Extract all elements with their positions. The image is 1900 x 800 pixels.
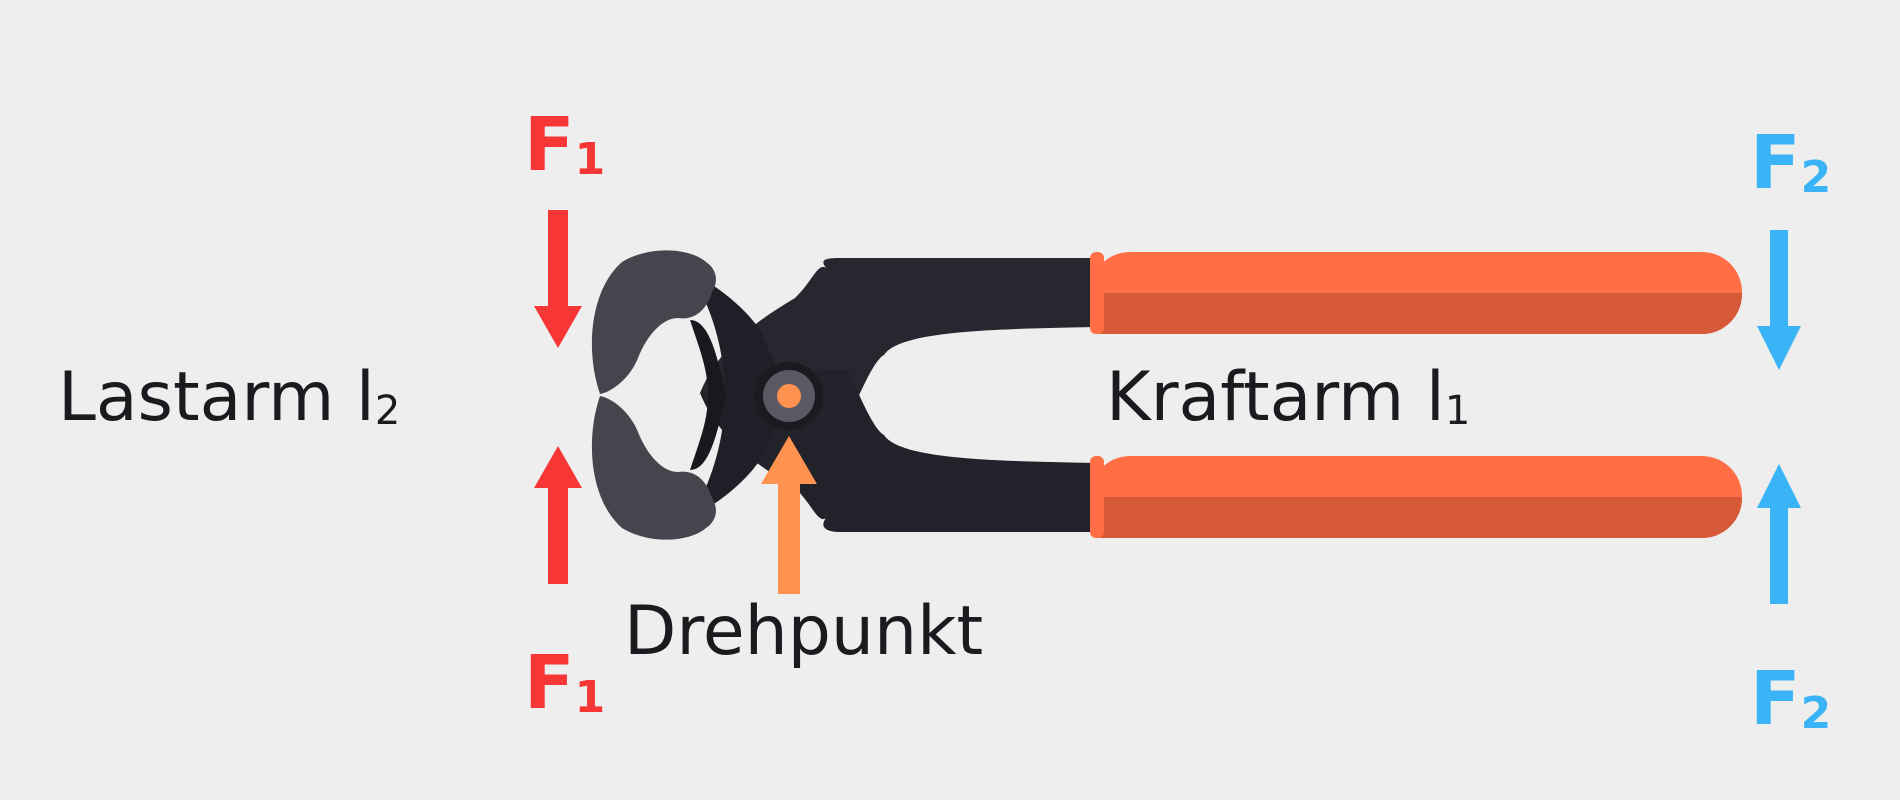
lower-handle-shade [1090, 497, 1742, 538]
upper-jaw [591, 250, 716, 394]
pivot-label: Drehpunkt [624, 592, 983, 671]
upper-handle-cap [1090, 252, 1104, 334]
f2-lower-arrow [1757, 464, 1801, 604]
effort-arm-label: Kraftarm l1 [1106, 358, 1470, 437]
f2-upper-arrow [1757, 230, 1801, 370]
upper-handle-shade [1090, 293, 1742, 334]
pivot-arrow [761, 436, 817, 594]
f1-label-bottom: F1 [524, 640, 605, 726]
jaw-inner-gap [690, 320, 726, 470]
f2-label-bottom: F2 [1750, 656, 1831, 742]
f1-lower-arrow [534, 446, 582, 584]
f2-label-top: F2 [1750, 120, 1831, 206]
head-body [640, 258, 785, 532]
f1-label-top: F1 [524, 102, 605, 188]
lower-jaw [591, 396, 716, 540]
lower-handle-cap [1090, 456, 1104, 538]
f1-upper-arrow [534, 210, 582, 348]
pivot-pin-icon [755, 362, 823, 430]
load-arm-label: Lastarm l2 [58, 358, 400, 437]
